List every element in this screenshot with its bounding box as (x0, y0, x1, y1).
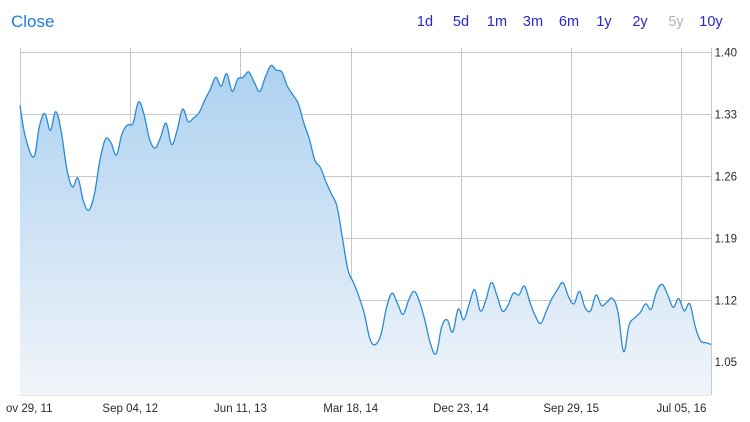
y-tick-label: 1.40 (715, 47, 737, 59)
range-button-10y[interactable]: 10y (699, 14, 723, 30)
y-tick-label: 1.19 (715, 233, 737, 245)
range-button-5y: 5y (668, 14, 684, 30)
time-range-selector: 1d 5d 1m 3m 6m 1y 2y 5y 10y (0, 14, 750, 34)
range-button-3m[interactable]: 3m (522, 14, 544, 30)
range-button-5d[interactable]: 5d (452, 14, 470, 30)
x-tick-label: Jun 11, 13 (214, 403, 267, 415)
x-axis-labels: ov 29, 11 Sep 04, 12 Jun 11, 13 Mar 18, 14 D… (6, 403, 706, 415)
y-tick-label: 1.05 (715, 357, 737, 369)
y-tick-label: 1.12 (715, 295, 737, 307)
chart-header: Close 1d 5d 1m 3m 6m 1y 2y 5y 10y (0, 0, 750, 46)
range-button-6m[interactable]: 6m (558, 14, 580, 30)
range-button-2y[interactable]: 2y (632, 14, 648, 30)
close-title-button[interactable]: Close (11, 12, 55, 31)
range-button-1d[interactable]: 1d (416, 14, 434, 30)
x-tick-label: Sep 04, 12 (102, 403, 158, 415)
price-area-fill (20, 65, 711, 395)
y-axis-labels: 1.40 1.33 1.26 1.19 1.12 1.05 (715, 47, 737, 369)
y-tick-label: 1.33 (715, 109, 737, 121)
x-tick-label: Sep 29, 15 (543, 403, 599, 415)
x-tick-label: Mar 18, 14 (323, 403, 379, 415)
x-tick-label: Jul 05, 16 (657, 403, 707, 415)
price-line (19, 64, 712, 355)
range-button-1y[interactable]: 1y (596, 14, 612, 30)
x-tick-label: ov 29, 11 (6, 403, 52, 415)
x-tick-label: Dec 23, 14 (433, 403, 489, 415)
range-button-1m[interactable]: 1m (486, 14, 508, 30)
y-tick-label: 1.26 (715, 171, 737, 183)
